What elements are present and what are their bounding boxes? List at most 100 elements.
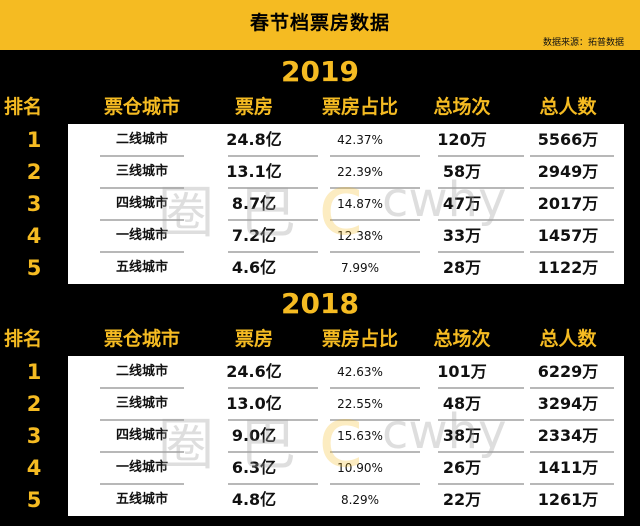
box-office-cell: 4.8亿 [231,490,277,509]
row-separator [100,419,184,421]
table-row: 2 三线城市 13.1亿 22.39% 58万 2949万 [0,156,640,188]
data-source-note: 数据来源：拓普数据 [542,38,624,48]
screenings-cell: 101万 [437,362,487,381]
attendance-cell: 2334万 [537,426,599,445]
table-row: 4 一线城市 7.2亿 12.38% 33万 1457万 [0,220,640,252]
row-separator [530,387,614,389]
column-header: 总人数 [539,96,597,118]
column-header: 总场次 [433,328,491,350]
share-cell: 12.38% [337,229,383,243]
row-separator [530,219,614,221]
column-header: 总人数 [539,328,597,350]
rank-cell: 1 [26,128,42,152]
row-separator [100,251,184,253]
column-header: 票仓城市 [103,328,181,350]
year-title: 2019 [281,55,359,88]
column-header: 票房占比 [321,328,399,350]
share-cell: 22.55% [337,397,383,411]
row-separator [530,419,614,421]
row-separator [100,451,184,453]
row-separator [438,387,524,389]
table-panel [68,124,624,284]
box-office-cell: 9.0亿 [231,426,277,445]
screenings-cell: 48万 [442,394,482,413]
rank-cell: 4 [26,224,42,248]
row-separator [228,483,318,485]
row-separator [438,451,524,453]
row-separator [100,155,184,157]
row-separator [330,187,420,189]
rank-cell: 2 [26,392,42,416]
table-row: 4 一线城市 6.3亿 10.90% 26万 1411万 [0,452,640,484]
city-tier-cell: 一线城市 [115,460,169,475]
column-header: 排名 [4,328,43,350]
table-row: 5 五线城市 4.8亿 8.29% 22万 1261万 [0,484,640,516]
share-cell: 10.90% [337,461,383,475]
share-cell: 7.99% [340,261,380,275]
row-separator [100,219,184,221]
share-cell: 14.87% [337,197,383,211]
table-row: 2 三线城市 13.0亿 22.55% 48万 3294万 [0,388,640,420]
row-separator [330,251,420,253]
row-separator [330,155,420,157]
table-row: 3 四线城市 8.7亿 14.87% 47万 2017万 [0,188,640,220]
column-header: 票房占比 [321,96,399,118]
table-row: 5 五线城市 4.6亿 7.99% 28万 1122万 [0,252,640,284]
box-office-cell: 4.6亿 [231,258,277,277]
header-banner: 春节档票房数据 数据来源：拓普数据 [0,0,640,50]
box-office-cell: 13.0亿 [226,394,282,413]
row-separator [330,451,420,453]
row-separator [438,155,524,157]
screenings-cell: 58万 [442,162,482,181]
city-tier-cell: 三线城市 [115,164,169,179]
rank-cell: 2 [26,160,42,184]
row-separator [330,419,420,421]
column-header: 票房 [234,96,274,118]
rank-cell: 3 [26,424,42,448]
row-separator [228,451,318,453]
attendance-cell: 6229万 [537,362,599,381]
box-office-cell: 24.8亿 [226,130,282,149]
row-separator [530,451,614,453]
city-tier-cell: 二线城市 [115,132,169,147]
screenings-cell: 26万 [442,458,482,477]
row-separator [100,187,184,189]
share-cell: 15.63% [337,429,383,443]
screenings-cell: 120万 [437,130,487,149]
row-separator [530,155,614,157]
city-tier-cell: 三线城市 [115,396,169,411]
attendance-cell: 2949万 [537,162,599,181]
city-tier-cell: 四线城市 [115,428,169,443]
row-separator [438,187,524,189]
row-separator [530,251,614,253]
row-separator [228,219,318,221]
share-cell: 22.39% [337,165,383,179]
share-cell: 42.63% [337,365,383,379]
table-row: 3 四线城市 9.0亿 15.63% 38万 2334万 [0,420,640,452]
table-row: 1 二线城市 24.8亿 42.37% 120万 5566万 [0,124,640,156]
rank-cell: 4 [26,456,42,480]
row-separator [228,155,318,157]
box-office-cell: 24.6亿 [226,362,282,381]
city-tier-cell: 五线城市 [115,260,169,275]
column-header: 票房 [234,328,274,350]
screenings-cell: 47万 [442,194,482,213]
row-separator [530,483,614,485]
row-separator [228,419,318,421]
row-separator [100,387,184,389]
year-title: 2018 [281,287,359,320]
box-office-cell: 7.2亿 [231,226,277,245]
rank-cell: 1 [26,360,42,384]
attendance-cell: 2017万 [537,194,599,213]
row-separator [228,387,318,389]
share-cell: 8.29% [340,493,380,507]
row-separator [228,187,318,189]
row-separator [438,419,524,421]
table-panel [68,356,624,516]
column-header: 票仓城市 [103,96,181,118]
city-tier-cell: 二线城市 [115,364,169,379]
row-separator [438,219,524,221]
attendance-cell: 3294万 [537,394,599,413]
box-office-cell: 8.7亿 [231,194,277,213]
attendance-cell: 5566万 [537,130,599,149]
